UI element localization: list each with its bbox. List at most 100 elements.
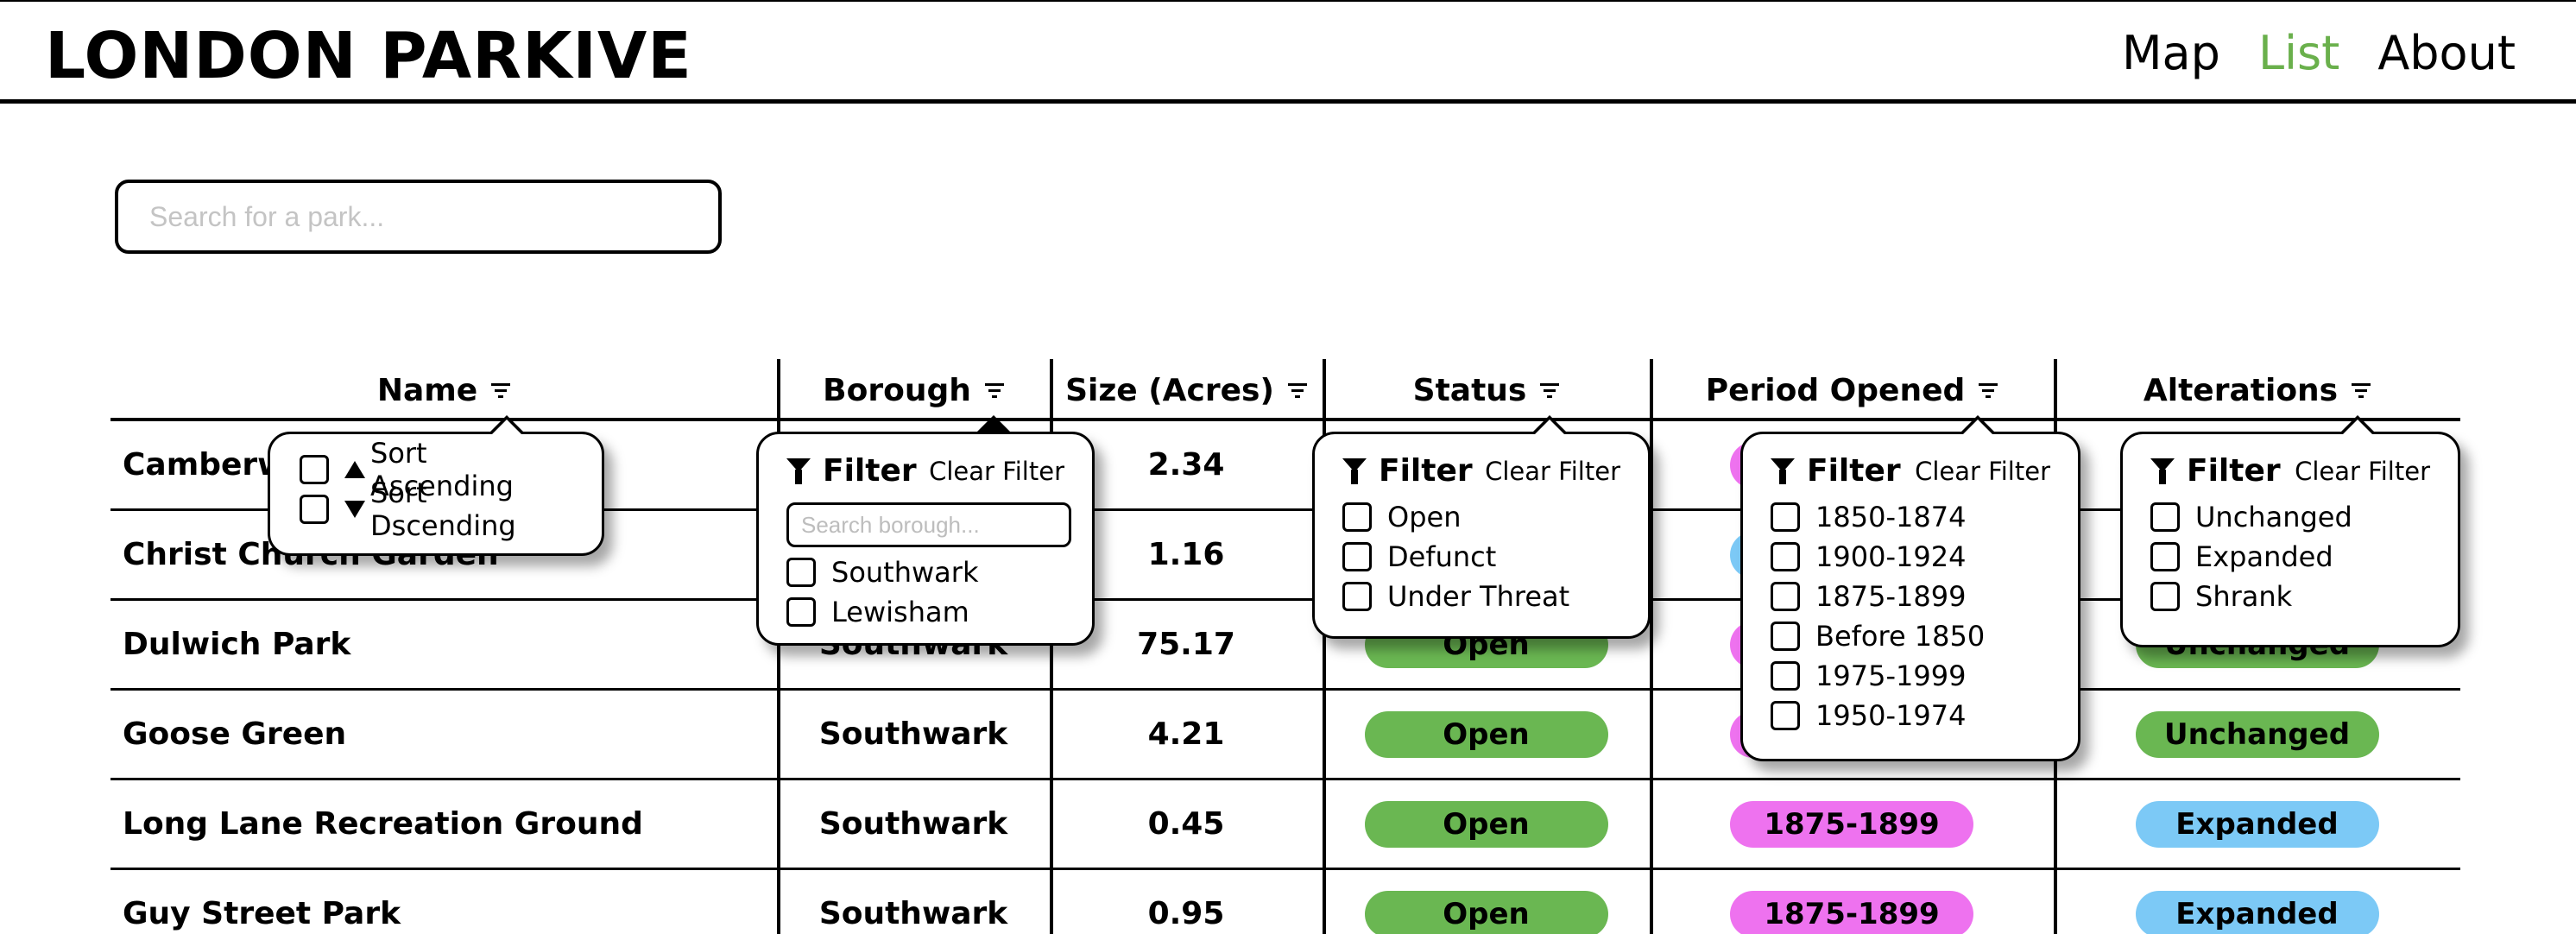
option-label: 1900-1924 (1815, 540, 1967, 573)
period-badge: 1875-1899 (1730, 890, 1973, 934)
filter-option[interactable]: 1950-1974 (1771, 696, 2050, 735)
filter-option[interactable]: Unchanged (2150, 497, 2430, 537)
checkbox[interactable] (786, 558, 816, 587)
table-row[interactable]: Guy Street Park Southwark 0.95 Open 1875… (110, 870, 2460, 934)
checkbox[interactable] (1771, 542, 1800, 571)
borough-search-input[interactable] (786, 502, 1071, 547)
column-header-status[interactable]: Status (1323, 359, 1650, 421)
option-label: Expanded (2195, 540, 2333, 573)
park-size: 75.17 (1137, 627, 1235, 662)
popover-header: Filter Clear Filter (1771, 453, 2050, 489)
checkbox[interactable] (300, 495, 329, 524)
filter-option[interactable]: Defunct (1342, 537, 1620, 577)
option-label: 1950-1974 (1815, 699, 1967, 732)
filter-option[interactable]: 1900-1924 (1771, 537, 2050, 577)
checkbox[interactable] (1342, 582, 1372, 611)
park-borough: Southwark (818, 896, 1008, 931)
sort-filter-icon[interactable] (491, 382, 511, 398)
clear-filter-button[interactable]: Clear Filter (1915, 456, 2050, 486)
park-name[interactable]: Dulwich Park (123, 627, 351, 662)
checkbox[interactable] (1771, 661, 1800, 691)
nav-list[interactable]: List (2257, 26, 2340, 80)
filter-option[interactable]: Under Threat (1342, 577, 1620, 616)
nav-about[interactable]: About (2377, 26, 2516, 80)
checkbox[interactable] (300, 455, 329, 484)
table-row[interactable]: Dulwich Park Southwark 75.17 Open Unchan… (110, 601, 2460, 691)
filter-option[interactable]: Southwark (786, 552, 1064, 592)
park-borough: Southwark (818, 806, 1008, 842)
option-label: Lewisham (831, 596, 969, 628)
filter-option[interactable]: Shrank (2150, 577, 2430, 616)
checkbox[interactable] (2150, 582, 2180, 611)
column-header-size[interactable]: Size (Acres) (1050, 359, 1323, 421)
alteration-cell: Expanded (2054, 870, 2460, 934)
checkbox[interactable] (2150, 542, 2180, 571)
funnel-icon (2150, 458, 2175, 484)
table-header: Name Borough Size (Acres) Status Period … (110, 359, 2460, 421)
park-name[interactable]: Long Lane Recreation Ground (123, 806, 643, 842)
status-badge: Open (1364, 710, 1608, 758)
option-label: 1875-1899 (1815, 580, 1967, 613)
filter-icon[interactable] (984, 382, 1004, 398)
app-logo[interactable]: LONDON PARKIVE (45, 19, 692, 93)
option-label: Under Threat (1387, 580, 1570, 613)
park-name[interactable]: Goose Green (123, 716, 347, 752)
borough-filter-popover: Filter Clear Filter Southwark Lewisham (756, 415, 1095, 646)
filter-icon[interactable] (1540, 382, 1560, 398)
filter-icon[interactable] (1287, 382, 1307, 398)
checkbox[interactable] (2150, 502, 2180, 532)
clear-filter-button[interactable]: Clear Filter (929, 456, 1064, 486)
park-name[interactable]: Guy Street Park (123, 896, 401, 931)
main-nav: Map List About (2122, 26, 2516, 80)
period-cell: 1875-1899 (1650, 870, 2054, 934)
nav-map[interactable]: Map (2121, 26, 2220, 80)
alteration-badge: Expanded (2135, 890, 2379, 934)
status-badge: Open (1364, 890, 1608, 934)
alteration-cell: Expanded (2054, 780, 2460, 868)
table-row[interactable]: Long Lane Recreation Ground Southwark 0.… (110, 780, 2460, 870)
period-cell: 1875-1899 (1650, 780, 2054, 868)
checkbox[interactable] (1771, 701, 1800, 730)
park-size: 0.95 (1147, 896, 1225, 931)
top-navbar: LONDON PARKIVE Map List About (0, 0, 2576, 104)
clear-filter-button[interactable]: Clear Filter (1485, 456, 1620, 486)
sort-descending-option[interactable]: Sort Dscending (300, 476, 572, 542)
checkbox[interactable] (1342, 542, 1372, 571)
checkbox[interactable] (1771, 622, 1800, 651)
column-divider (1050, 359, 1053, 934)
checkbox[interactable] (786, 597, 816, 627)
column-header-period[interactable]: Period Opened (1650, 359, 2054, 421)
filter-option[interactable]: Lewisham (786, 592, 1064, 632)
filter-icon[interactable] (1979, 382, 1998, 398)
column-divider (777, 359, 780, 934)
arrow-up-icon (344, 461, 365, 478)
period-filter-popover: Filter Clear Filter 1850-1874 1900-1924 … (1740, 415, 2080, 761)
option-label: Before 1850 (1815, 620, 1986, 653)
parks-table: Name Borough Size (Acres) Status Period … (110, 359, 2460, 934)
filter-option[interactable]: 1850-1874 (1771, 497, 2050, 537)
column-header-borough[interactable]: Borough (777, 359, 1050, 421)
clear-filter-button[interactable]: Clear Filter (2295, 456, 2430, 486)
filter-icon[interactable] (2352, 382, 2371, 398)
table-row[interactable]: Goose Green Southwark 4.21 Open Unchange… (110, 691, 2460, 780)
column-header-name[interactable]: Name (110, 359, 777, 421)
park-search-input[interactable] (115, 180, 722, 254)
filter-option[interactable]: Before 1850 (1771, 616, 2050, 656)
checkbox[interactable] (1771, 582, 1800, 611)
filter-option[interactable]: Expanded (2150, 537, 2430, 577)
column-header-label: Period Opened (1705, 372, 1966, 408)
popover-title: Filter (2187, 453, 2281, 489)
option-label: Southwark (831, 556, 979, 589)
sort-popover: Sort Ascending Sort Dscending (268, 415, 604, 556)
checkbox[interactable] (1342, 502, 1372, 532)
park-size: 1.16 (1147, 537, 1225, 572)
sort-ascending-option[interactable]: Sort Ascending (300, 437, 572, 502)
column-header-alterations[interactable]: Alterations (2054, 359, 2460, 421)
filter-option[interactable]: 1875-1899 (1771, 577, 2050, 616)
alteration-cell: Unchanged (2054, 691, 2460, 778)
park-size: 0.45 (1147, 806, 1225, 842)
checkbox[interactable] (1771, 502, 1800, 532)
filter-option[interactable]: 1975-1999 (1771, 656, 2050, 696)
popover-title: Filter (1379, 453, 1473, 489)
filter-option[interactable]: Open (1342, 497, 1620, 537)
